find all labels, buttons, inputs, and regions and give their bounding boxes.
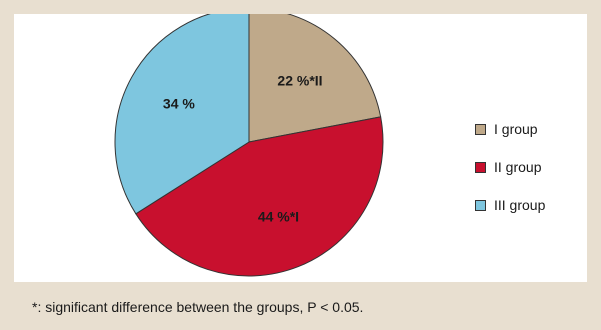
legend-label-i-group: I group bbox=[494, 121, 538, 137]
slice-label-ii-group: 44 %*I bbox=[258, 208, 299, 224]
slice-label-i-group: 22 %*II bbox=[277, 72, 322, 88]
legend-swatch-i-group bbox=[475, 123, 486, 135]
pie-slice-i-group bbox=[248, 14, 382, 143]
legend-swatch-iii-group bbox=[475, 199, 486, 211]
footnote: *: significant difference between the gr… bbox=[32, 299, 364, 315]
chart-frame: 22 %*II 44 %*I 34 % I group II group III g… bbox=[14, 14, 587, 282]
legend-item-ii-group: II group bbox=[475, 157, 545, 177]
pie-slice-ii-group bbox=[135, 116, 384, 277]
legend-item-i-group: I group bbox=[475, 119, 545, 139]
legend-item-iii-group: III group bbox=[475, 195, 545, 215]
legend-label-ii-group: II group bbox=[494, 159, 542, 175]
pie-chart: 22 %*II 44 %*I 34 % bbox=[114, 14, 384, 277]
legend-label-iii-group: III group bbox=[494, 197, 546, 213]
legend: I group II group III group bbox=[475, 119, 545, 233]
slice-label-iii-group: 34 % bbox=[163, 95, 195, 111]
pie-slice-iii-group bbox=[114, 14, 250, 215]
legend-swatch-ii-group bbox=[475, 161, 486, 173]
